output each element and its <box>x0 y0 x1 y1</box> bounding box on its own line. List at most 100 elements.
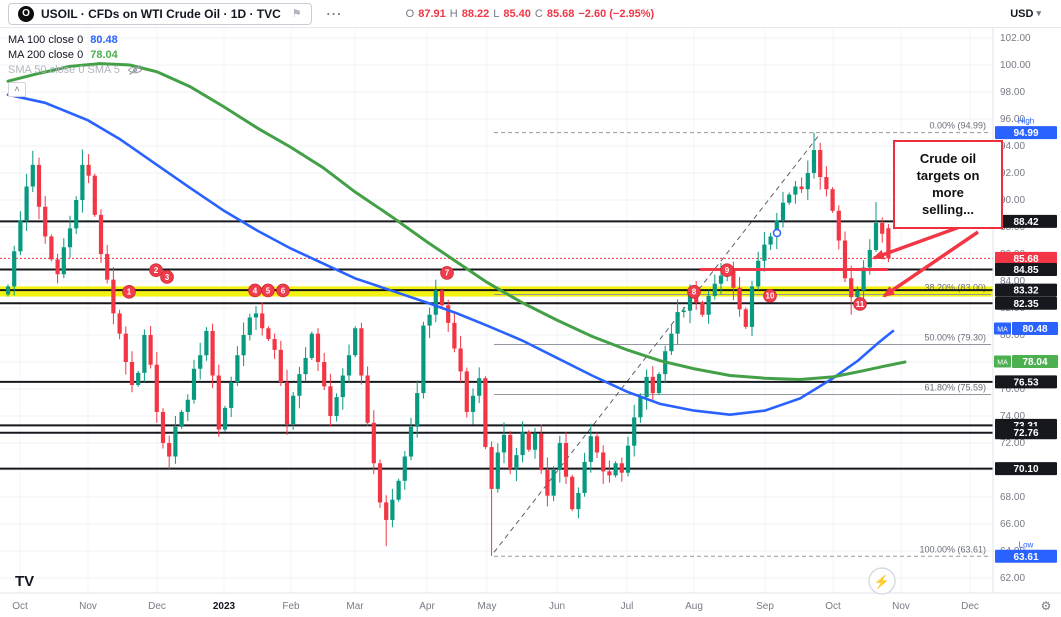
svg-text:MA: MA <box>997 359 1008 366</box>
axis-badge-82.35: 82.35 <box>995 296 1057 310</box>
price-axis[interactable]: 62.0064.0066.0068.0070.0072.0074.0076.00… <box>992 28 1061 617</box>
svg-text:82.35: 82.35 <box>1013 299 1038 310</box>
svg-text:94.99: 94.99 <box>1013 128 1038 139</box>
svg-text:3: 3 <box>165 273 170 282</box>
legend-ma100[interactable]: MA 100 close 0 80.48 <box>8 32 143 47</box>
svg-text:1: 1 <box>127 288 132 297</box>
legend-collapse-button[interactable]: ˄ <box>8 82 26 97</box>
annotation-callout[interactable]: Crude oil targets on more selling... <box>893 140 1003 229</box>
svg-text:Nov: Nov <box>892 601 910 612</box>
open-label: O <box>405 7 415 20</box>
indicator-legend: MA 100 close 0 80.48 MA 200 close 0 78.0… <box>8 32 143 77</box>
open-value: 87.91 <box>418 7 446 20</box>
high-label: H <box>449 7 458 20</box>
svg-text:Dec: Dec <box>148 601 166 612</box>
svg-text:80.00: 80.00 <box>1000 330 1025 341</box>
svg-text:102.00: 102.00 <box>1000 33 1031 44</box>
ma200-label: MA 200 close 0 <box>8 48 84 61</box>
svg-text:Aug: Aug <box>685 601 703 612</box>
marker-7[interactable]: 7 <box>440 266 454 280</box>
legend-sma50[interactable]: SMA 50 close 0 SMA 5 <box>8 62 143 77</box>
svg-text:76.00: 76.00 <box>1000 384 1025 395</box>
red-arrow[interactable] <box>872 222 969 260</box>
gear-icon[interactable]: ⚙ <box>1041 599 1052 613</box>
ma200-value: 78.04 <box>90 48 118 61</box>
marker-4[interactable]: 4 <box>248 283 262 298</box>
marker-2[interactable]: 2 <box>149 263 163 277</box>
axis-badge-84.85: 84.85 <box>995 263 1057 277</box>
eye-hidden-icon[interactable] <box>127 64 143 76</box>
svg-text:94.00: 94.00 <box>1000 141 1025 152</box>
svg-text:Sep: Sep <box>756 601 774 612</box>
axis-badge-94.99: 94.99 High <box>995 117 1057 140</box>
currency-selector[interactable]: USD ▾ <box>1010 8 1053 20</box>
axis-badge-76.53: 76.53 <box>995 375 1057 389</box>
svg-text:80.48: 80.48 <box>1022 324 1047 335</box>
svg-text:72.76: 72.76 <box>1013 428 1038 439</box>
marker-6[interactable]: 6 <box>276 283 290 298</box>
chevron-down-icon: ▾ <box>1036 8 1041 18</box>
svg-text:68.00: 68.00 <box>1000 492 1025 503</box>
change-value: −2.60 (−2.95%) <box>578 7 655 20</box>
marker-8[interactable]: 8 <box>687 284 701 299</box>
low-value: 85.40 <box>503 7 531 20</box>
marker-10[interactable]: 10 <box>763 289 777 303</box>
usoil-logo-icon: O <box>18 5 34 22</box>
svg-text:Nov: Nov <box>79 601 97 612</box>
tradingview-logo[interactable]: TV <box>15 573 34 590</box>
svg-text:66.00: 66.00 <box>1000 519 1025 530</box>
symbol-button[interactable]: O USOIL · CFDs on WTI Crude Oil · 1D · T… <box>8 2 312 25</box>
time-axis[interactable]: Oct Nov Dec 2023 Feb Mar Apr May Jun Jul Aug Sep Oct… <box>0 592 1061 617</box>
low-label: L <box>493 7 500 20</box>
svg-text:High: High <box>1018 117 1034 126</box>
svg-text:85.68: 85.68 <box>1013 254 1038 265</box>
svg-text:5: 5 <box>266 286 271 295</box>
svg-text:MA: MA <box>997 327 1008 334</box>
fib-label: 38.20% (83.00) <box>924 283 986 293</box>
close-label: C <box>534 7 543 20</box>
grid <box>0 28 993 593</box>
svg-text:7: 7 <box>445 269 450 278</box>
svg-text:74.00: 74.00 <box>1000 411 1025 422</box>
svg-text:2023: 2023 <box>213 601 236 612</box>
svg-text:Apr: Apr <box>419 601 435 612</box>
fib-label: 61.80% (75.59) <box>924 383 986 393</box>
chart-topbar: O USOIL · CFDs on WTI Crude Oil · 1D · T… <box>0 0 1061 28</box>
ma100-line[interactable] <box>6 93 895 416</box>
annotation-callout-text: Crude oil targets on more selling... <box>916 151 980 218</box>
marker-3[interactable]: 3 <box>160 270 174 284</box>
legend-ma200[interactable]: MA 200 close 0 78.04 <box>8 47 143 62</box>
marker-11[interactable]: 11 <box>853 297 867 311</box>
more-options-button[interactable]: ⋯ <box>325 5 342 23</box>
marker-1[interactable]: 1 <box>122 284 136 299</box>
lightning-button[interactable]: ⚡ <box>868 567 896 595</box>
symbol-title: USOIL · CFDs on WTI Crude Oil · 1D · TVC <box>41 6 281 21</box>
svg-text:8: 8 <box>692 288 697 297</box>
svg-text:May: May <box>478 601 497 612</box>
axis-badge-83.32: 83.32 <box>995 283 1057 297</box>
drawing-anchor-point[interactable] <box>772 228 782 238</box>
svg-text:63.61: 63.61 <box>1013 552 1038 563</box>
axis-badge-78.04: MA 78.04 <box>994 354 1058 368</box>
svg-text:Oct: Oct <box>12 601 28 612</box>
marker-5[interactable]: 5 <box>261 283 275 298</box>
svg-text:98.00: 98.00 <box>1000 87 1025 98</box>
fib-label: 0.00% (94.99) <box>929 121 986 131</box>
svg-text:6: 6 <box>281 286 286 295</box>
svg-text:84.00: 84.00 <box>1000 276 1025 287</box>
yellow-zone <box>0 286 993 297</box>
price-chart[interactable]: 0.00% (94.99) 38.20% (83.00) 50.00% (79.30… <box>0 28 1061 617</box>
currency-label: USD <box>1010 7 1034 20</box>
ma200-line[interactable] <box>6 62 907 382</box>
svg-text:84.85: 84.85 <box>1013 265 1038 276</box>
flag-icon[interactable]: ⚑ <box>291 8 302 20</box>
svg-text:90.00: 90.00 <box>1000 195 1025 206</box>
svg-text:96.00: 96.00 <box>1000 114 1025 125</box>
marker-9[interactable]: 9 <box>720 263 734 277</box>
svg-text:Jul: Jul <box>621 601 634 612</box>
svg-text:78.04: 78.04 <box>1022 357 1047 368</box>
red-arrow[interactable] <box>882 230 979 298</box>
candles <box>5 132 891 556</box>
svg-text:2: 2 <box>154 266 159 275</box>
svg-text:Dec: Dec <box>961 601 979 612</box>
